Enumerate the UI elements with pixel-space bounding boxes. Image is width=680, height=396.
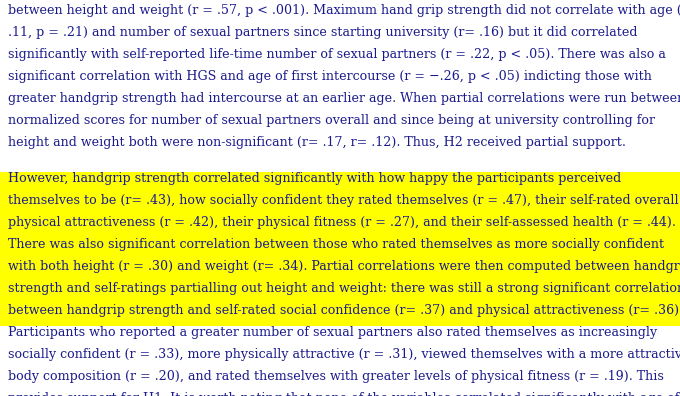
Text: physical attractiveness (r = .42), their physical fitness (r = .27), and their s: physical attractiveness (r = .42), their… xyxy=(8,216,676,229)
Text: .11, p = .21) and number of sexual partners since starting university (r= .16) b: .11, p = .21) and number of sexual partn… xyxy=(8,26,638,39)
Text: height and weight both were non-significant (r= .17, r= .12). Thus, H2 received : height and weight both were non-signific… xyxy=(8,136,626,149)
Text: body composition (r = .20), and rated themselves with greater levels of physical: body composition (r = .20), and rated th… xyxy=(8,370,664,383)
Text: provides support for H1. It is worth noting that none of the variables correlate: provides support for H1. It is worth not… xyxy=(8,392,679,396)
Text: Participants who reported a greater number of sexual partners also rated themsel: Participants who reported a greater numb… xyxy=(8,326,657,339)
Text: significantly with self-reported life-time number of sexual partners (r = .22, p: significantly with self-reported life-ti… xyxy=(8,48,666,61)
Text: However, handgrip strength correlated significantly with how happy the participa: However, handgrip strength correlated si… xyxy=(8,172,622,185)
Text: significant correlation with HGS and age of first intercourse (r = −.26, p < .05: significant correlation with HGS and age… xyxy=(8,70,652,83)
Text: socially confident (r = .33), more physically attractive (r = .31), viewed thems: socially confident (r = .33), more physi… xyxy=(8,348,680,361)
Text: normalized scores for number of sexual partners overall and since being at unive: normalized scores for number of sexual p… xyxy=(8,114,655,127)
Bar xyxy=(0,172,680,326)
Text: between handgrip strength and self-rated social confidence (r= .37) and physical: between handgrip strength and self-rated… xyxy=(8,304,680,317)
Text: between height and weight (r = .57, p < .001). Maximum hand grip strength did no: between height and weight (r = .57, p < … xyxy=(8,4,680,17)
Text: strength and self-ratings partialling out height and weight: there was still a s: strength and self-ratings partialling ou… xyxy=(8,282,680,295)
Text: There was also significant correlation between those who rated themselves as mor: There was also significant correlation b… xyxy=(8,238,664,251)
Text: with both height (r = .30) and weight (r= .34). Partial correlations were then c: with both height (r = .30) and weight (r… xyxy=(8,260,680,273)
Text: greater handgrip strength had intercourse at an earlier age. When partial correl: greater handgrip strength had intercours… xyxy=(8,92,680,105)
Text: themselves to be (r= .43), how socially confident they rated themselves (r = .47: themselves to be (r= .43), how socially … xyxy=(8,194,679,207)
